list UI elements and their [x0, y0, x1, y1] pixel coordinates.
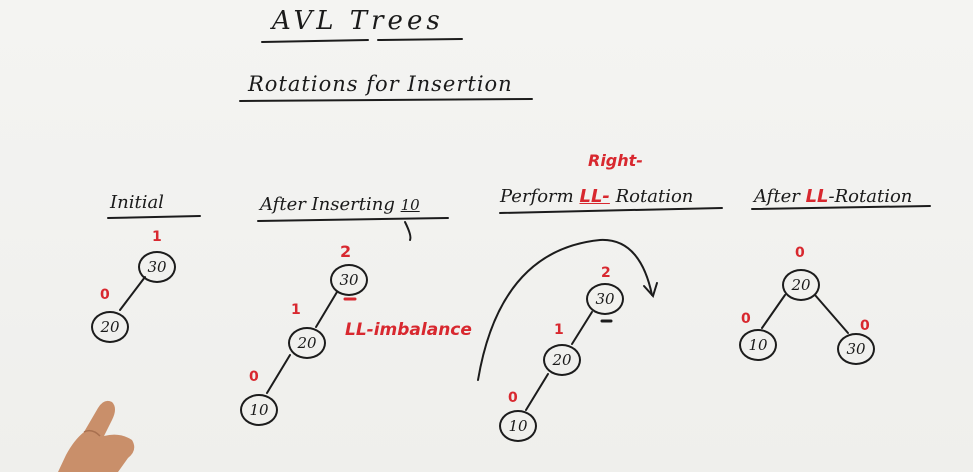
balance-t4-20: 0: [795, 245, 805, 261]
balance-t4-10: 0: [741, 311, 751, 327]
after-insert-underline-tail: [404, 221, 412, 241]
heading-after-ll-label: After: [754, 186, 800, 207]
title-underline-right: [377, 38, 463, 41]
edge-t2-30-20: [315, 291, 338, 328]
node-t1-30: 30: [138, 251, 176, 283]
edge-t3-30-20: [571, 311, 593, 345]
heading-perform-label: Perform: [500, 186, 574, 207]
heading-after-inserting-value: 10: [400, 196, 420, 214]
balance-t4-30: 0: [860, 318, 870, 334]
balance-t2-20: 1: [291, 302, 301, 318]
node-t2-30: 30: [330, 264, 368, 296]
balance-t1-30: 1: [152, 229, 162, 245]
edge-t1-30-20: [119, 276, 146, 311]
balance-t1-20: 0: [100, 287, 110, 303]
heading-perform: Perform LL- Rotation: [500, 186, 693, 207]
balance-t3-20: 1: [554, 322, 564, 338]
node-t2-20: 20: [288, 327, 326, 359]
node-t3-30: 30: [586, 283, 624, 315]
balance-t3-30: 2: [601, 265, 611, 281]
heading-after-inserting-label: After Inserting: [260, 194, 395, 215]
after-ll-underline: [751, 205, 931, 210]
page-title: AVL Trees: [272, 6, 444, 36]
heading-perform-rotation: Rotation: [615, 186, 694, 207]
after-insert-underline: [257, 217, 449, 222]
page-subtitle: Rotations for Insertion: [248, 72, 513, 96]
node-t3-10: 10: [499, 410, 537, 442]
ll-imbalance-label: LL-imbalance: [345, 320, 472, 340]
edge-t3-20-10: [525, 373, 549, 411]
edge-t2-20-10: [266, 354, 291, 394]
heading-perform-ll: LL-: [579, 186, 610, 207]
node-t2-10: 10: [240, 394, 278, 426]
node-t1-20: 20: [91, 311, 129, 343]
rotation-arrow: [477, 238, 653, 381]
heading-initial: Initial: [110, 192, 164, 213]
balance-t2-30: 2: [340, 242, 352, 261]
perform-underline: [499, 207, 723, 214]
rotation-arrow-head: [643, 282, 658, 298]
edge-t4-20-30: [814, 294, 849, 334]
node-t4-30: 30: [837, 333, 875, 365]
heading-after-ll-rotation: -Rotation: [828, 186, 913, 207]
balance-t3-10: 0: [508, 390, 518, 406]
node-t3-20: 20: [543, 344, 581, 376]
node-t4-20: 20: [782, 269, 820, 301]
heading-after-ll-ll: LL: [805, 186, 829, 207]
balance-t2-10: 0: [249, 369, 259, 385]
heading-perform-right: Right-: [588, 151, 643, 170]
edge-t4-20-10: [761, 294, 786, 329]
heading-after-ll: After LL-Rotation: [754, 186, 912, 207]
node-t4-10: 10: [739, 329, 777, 361]
title-underline-left: [261, 39, 369, 43]
subtitle-underline: [239, 98, 533, 102]
initial-underline: [107, 215, 201, 219]
heading-after-inserting: After Inserting 10: [260, 194, 420, 215]
